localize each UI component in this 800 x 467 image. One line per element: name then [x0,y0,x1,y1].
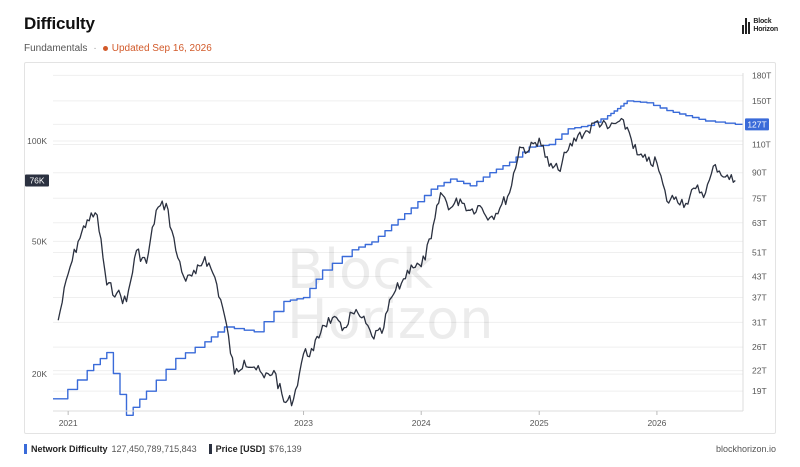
y-right-tick-4: 37T [752,293,767,303]
y-right-tick-8: 75T [752,193,767,203]
watermark: Block Horizon [287,238,493,351]
updated-status: Updated Sep 16, 2026 [102,43,212,54]
legend-difficulty[interactable]: Network Difficulty 127,450,789,715,843 [24,444,197,454]
x-tick-0: 2021 [59,418,78,428]
chart-area[interactable]: Block Horizon 19T 22T 26T 31T 37T 43T 51T 63T 75… [24,62,776,434]
legend-swatch-price [208,444,212,454]
series-line-1 [57,117,736,407]
difficulty-chart[interactable]: Block Horizon 19T 22T 26T 31T 37T 43T 51T 63T 75… [25,63,777,435]
y-right-tick-13: 180T [752,70,771,80]
brand-logo[interactable]: Block Horizon [742,18,778,34]
legend-value-price: $76,139 [269,444,302,454]
y-right-tick-5: 43T [752,271,767,281]
legend-name-price: Price [USD] [215,444,266,454]
site-link[interactable]: blockhorizon.io [715,444,776,454]
separator: · [93,43,97,54]
logo-text: Block Horizon [753,18,778,34]
svg-text:127T: 127T [747,119,766,129]
x-tick-2: 2024 [412,418,431,428]
x-tick-3: 2025 [530,418,549,428]
category-label[interactable]: Fundamentals [24,43,88,54]
legend-price[interactable]: Price [USD] $76,139 [208,444,302,454]
legend-swatch-difficulty [24,444,27,454]
y-left-tick-2: 100K [27,136,47,146]
y-right-tick-1: 22T [752,366,767,376]
x-tick-4: 2026 [647,418,666,428]
y-right-tick-6: 51T [752,247,767,257]
updated-label: Updated Sep 16, 2026 [111,43,212,54]
price-current-label: 76K [25,174,49,187]
x-tick-1: 2023 [294,418,313,428]
logo-line-2: Horizon [753,26,778,33]
y-left-tick-0: 20K [32,369,47,379]
axes-group: 19T 22T 26T 31T 37T 43T 51T 63T 75T 90T 110T 150T 18… [25,70,771,428]
y-right-tick-10: 110T [752,140,771,150]
status-dot-icon [102,46,108,51]
watermark-line-2: Horizon [287,288,493,351]
y-left-tick-1: 50K [32,236,47,246]
logo-bars-icon [742,18,751,34]
page-title: Difficulty [24,14,95,33]
y-right-tick-7: 63T [752,218,767,228]
legend-value-difficulty: 127,450,789,715,843 [111,444,197,454]
y-right-tick-9: 90T [752,168,767,178]
y-right-tick-0: 19T [752,386,767,396]
difficulty-current-label: 127T [745,118,769,131]
legend-name-difficulty: Network Difficulty [31,444,108,454]
svg-text:76K: 76K [29,176,44,186]
watermark-line-1: Block [287,238,434,301]
series-group [53,100,743,416]
subtitle-row: Fundamentals · Updated Sep 16, 2026 [24,43,212,54]
legend-bar: Network Difficulty 127,450,789,715,843 P… [24,444,776,454]
y-right-tick-12: 150T [752,96,771,106]
chart-header: Difficulty Fundamentals · Updated Sep 16… [24,14,212,54]
y-right-tick-2: 26T [752,342,767,352]
y-right-tick-3: 31T [752,317,767,327]
logo-line-1: Block [753,18,772,25]
